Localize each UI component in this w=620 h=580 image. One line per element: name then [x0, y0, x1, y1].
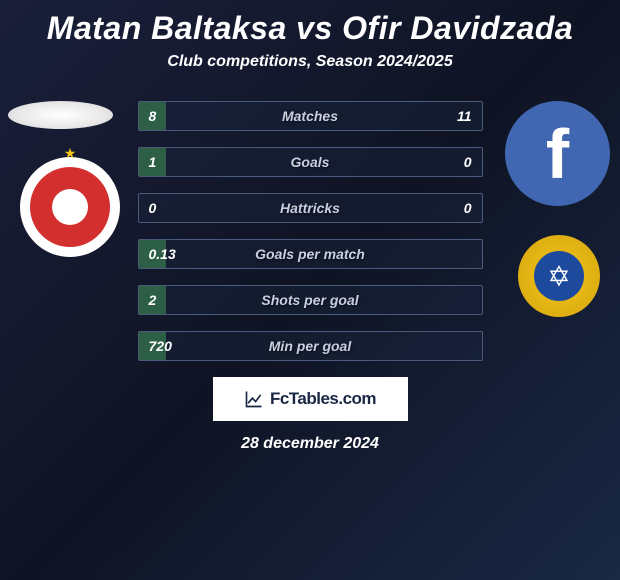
stat-label: Hattricks [280, 200, 340, 216]
club-left-logo: ★ [20, 157, 120, 257]
stat-row: 8 Matches 11 [138, 101, 483, 131]
stat-row: 2 Shots per goal [138, 285, 483, 315]
brand-footer[interactable]: FcTables.com [213, 377, 408, 421]
star-icon: ★ [64, 145, 77, 162]
facebook-icon: f [546, 114, 569, 194]
stat-row: 0.13 Goals per match [138, 239, 483, 269]
stat-label: Goals per match [255, 246, 365, 262]
stat-value-right: 0 [464, 200, 472, 216]
club-right-logo: ✡ [518, 235, 600, 317]
stat-value-left: 2 [149, 292, 157, 308]
stat-value-left: 1 [149, 154, 157, 170]
stat-row: 720 Min per goal [138, 331, 483, 361]
page-title: Matan Baltaksa vs Ofir Davidzada [0, 0, 620, 53]
stat-row: 0 Hattricks 0 [138, 193, 483, 223]
stat-label: Goals [291, 154, 330, 170]
stats-table: 8Matches111Goals00Hattricks00.13Goals pe… [138, 101, 483, 361]
player-right-photo: f [505, 101, 610, 206]
brand-text: FcTables.com [270, 389, 376, 409]
stat-value-left: 8 [149, 108, 157, 124]
chart-icon [244, 389, 264, 409]
stat-label: Matches [282, 108, 338, 124]
date-text: 28 december 2024 [10, 435, 610, 453]
stat-value-left: 720 [149, 338, 172, 354]
stat-row: 1 Goals 0 [138, 147, 483, 177]
stat-value-right: 0 [464, 154, 472, 170]
stat-value-right: 11 [457, 108, 472, 124]
subtitle: Club competitions, Season 2024/2025 [0, 53, 620, 101]
comparison-area: f ★ ✡ 8Matches111Goals00Hattricks00.13Go… [0, 101, 620, 453]
player-left-photo [8, 101, 113, 129]
stat-label: Shots per goal [261, 292, 358, 308]
stat-value-left: 0 [149, 200, 157, 216]
stat-value-left: 0.13 [149, 246, 176, 262]
stat-label: Min per goal [269, 338, 351, 354]
star-of-david-icon: ✡ [534, 251, 584, 301]
